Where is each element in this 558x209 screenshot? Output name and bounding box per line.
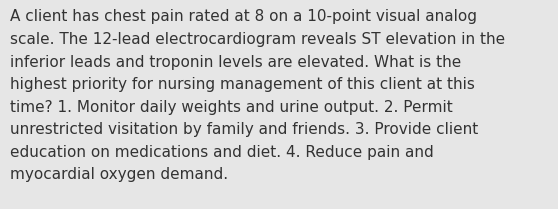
Text: inferior leads and troponin levels are elevated. What is the: inferior leads and troponin levels are e… bbox=[10, 55, 461, 70]
Text: highest priority for nursing management of this client at this: highest priority for nursing management … bbox=[10, 77, 475, 92]
Text: scale. The 12-lead electrocardiogram reveals ST elevation in the: scale. The 12-lead electrocardiogram rev… bbox=[10, 32, 505, 47]
Text: unrestricted visitation by family and friends. 3. Provide client: unrestricted visitation by family and fr… bbox=[10, 122, 478, 137]
Text: A client has chest pain rated at 8 on a 10-point visual analog: A client has chest pain rated at 8 on a … bbox=[10, 9, 477, 24]
Text: myocardial oxygen demand.: myocardial oxygen demand. bbox=[10, 167, 228, 182]
Text: education on medications and diet. 4. Reduce pain and: education on medications and diet. 4. Re… bbox=[10, 145, 434, 160]
Text: time? 1. Monitor daily weights and urine output. 2. Permit: time? 1. Monitor daily weights and urine… bbox=[10, 100, 453, 115]
